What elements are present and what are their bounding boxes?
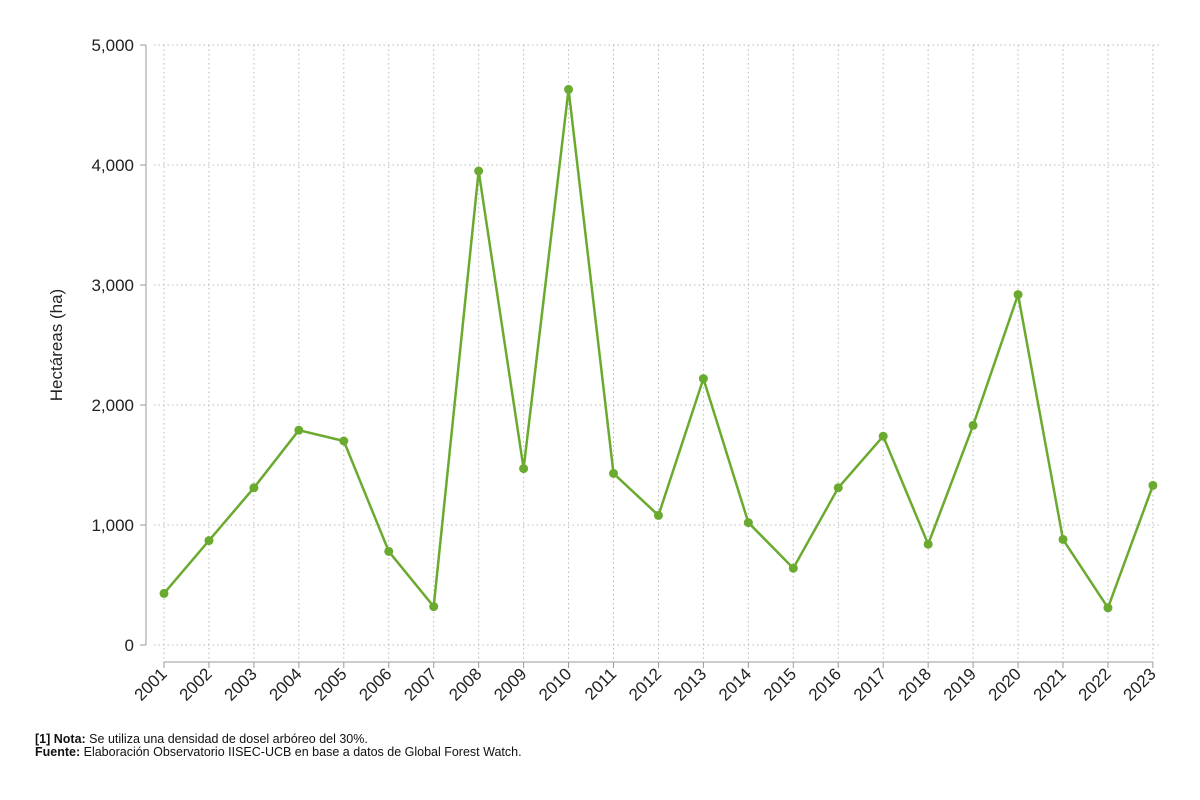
data-point (923, 539, 933, 549)
data-point (1103, 603, 1113, 613)
y-tick-label: 1,000 (91, 516, 134, 535)
x-tick-label: 2003 (221, 664, 261, 704)
data-point (474, 166, 484, 176)
nota-text: Se utiliza una densidad de dosel arbóreo… (85, 732, 368, 746)
data-point (609, 468, 618, 478)
x-tick-label: 2011 (581, 664, 620, 703)
x-tick-label: 2002 (176, 664, 216, 704)
y-tick-label: 0 (125, 636, 134, 655)
nota-label: [1] Nota: (35, 732, 86, 746)
data-point (1058, 534, 1068, 544)
data-point (384, 546, 394, 556)
data-point (249, 483, 259, 493)
data-points (159, 84, 1158, 613)
data-point (519, 464, 529, 474)
x-tick-label: 2018 (895, 664, 935, 704)
data-point (788, 563, 798, 573)
data-point (698, 374, 708, 384)
x-tick-label: 2020 (985, 664, 1025, 704)
data-point (339, 436, 349, 446)
data-point (204, 536, 214, 546)
y-tick-label: 5,000 (91, 36, 134, 55)
x-tick-label: 2013 (670, 664, 710, 704)
y-tick-label: 2,000 (91, 396, 134, 415)
y-tick-labels: 0 1,000 2,000 3,000 4,000 5,000 (91, 36, 134, 655)
grid (154, 44, 1159, 662)
x-tick-label: 2005 (310, 664, 350, 704)
y-tick-label: 4,000 (91, 156, 134, 175)
x-tick-label: 2015 (760, 664, 800, 704)
fuente-label: Fuente: (35, 745, 81, 759)
data-point (653, 510, 663, 520)
data-point (743, 518, 753, 528)
data-point (833, 483, 843, 493)
footnotes: [1] Nota: Se utiliza una densidad de dos… (35, 733, 522, 759)
line-chart: Hectáreas (ha) 0 1,000 2,000 3,000 4,000 5,00… (47, 36, 1160, 705)
x-tick-label: 2019 (940, 664, 980, 704)
x-tick-label: 2007 (400, 664, 440, 704)
x-tick-label: 2022 (1075, 664, 1115, 704)
x-tick-label: 2017 (850, 664, 890, 704)
data-point (159, 588, 169, 598)
data-point (878, 431, 888, 441)
fuente-line: Fuente: Elaboración Observatorio IISEC-U… (35, 746, 522, 759)
y-axis-title: Hectáreas (ha) (47, 289, 66, 401)
x-tick-label: 2008 (445, 664, 485, 704)
x-tick-label: 2014 (715, 664, 755, 704)
axes (140, 44, 1154, 668)
x-tick-label: 2016 (805, 664, 845, 704)
x-tick-label: 2021 (1030, 664, 1070, 704)
x-tick-label: 2023 (1120, 664, 1160, 704)
data-point (564, 84, 574, 94)
data-point (294, 425, 304, 435)
x-tick-label: 2006 (355, 664, 395, 704)
data-point (1148, 480, 1158, 490)
nota-line: [1] Nota: Se utiliza una densidad de dos… (35, 733, 522, 746)
x-tick-label: 2001 (131, 664, 171, 704)
y-tick-label: 3,000 (91, 276, 134, 295)
x-tick-label: 2004 (265, 664, 305, 704)
x-tick-label: 2012 (625, 664, 665, 704)
data-point (968, 420, 978, 430)
data-point (1013, 290, 1023, 300)
data-point (429, 602, 439, 612)
x-tick-labels: 2001 2002 2003 2004 2005 2006 2007 2008 2009 2010… (131, 664, 1160, 704)
x-tick-label: 2010 (535, 664, 575, 704)
x-tick-label: 2009 (490, 664, 530, 704)
fuente-text: Elaboración Observatorio IISEC-UCB en ba… (80, 745, 522, 759)
